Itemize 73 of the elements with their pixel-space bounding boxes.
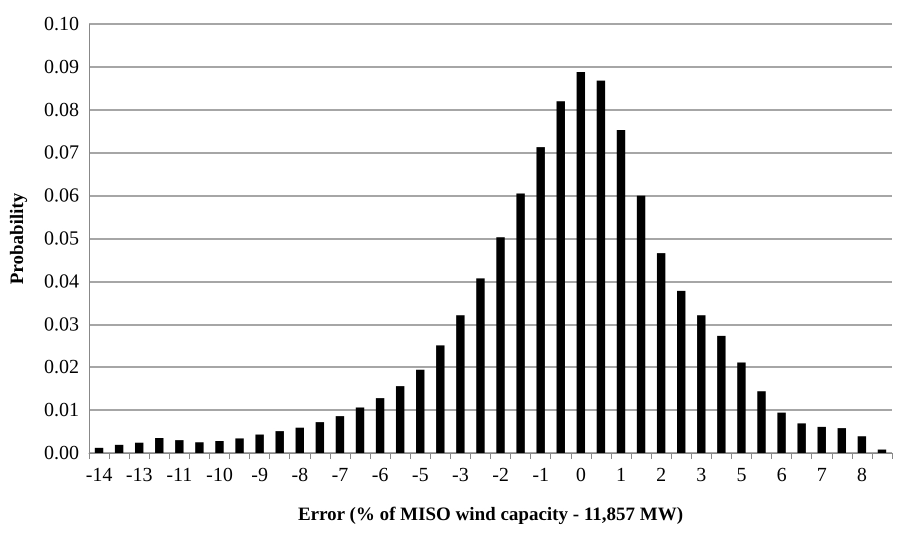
- x-tick-label: -7: [332, 464, 348, 486]
- bar: [697, 315, 706, 453]
- bar: [235, 438, 244, 453]
- y-tick-label: 0.10: [44, 13, 79, 35]
- bar: [456, 315, 465, 453]
- x-tick-label: 5: [736, 464, 746, 486]
- bar: [556, 101, 565, 453]
- bar: [536, 147, 545, 453]
- bar: [717, 336, 726, 453]
- x-tick-label: 1: [616, 464, 626, 486]
- bar: [496, 237, 505, 453]
- x-tick-label: -2: [492, 464, 509, 486]
- x-tick-label: -1: [532, 464, 550, 486]
- bar: [576, 72, 586, 453]
- y-tick-label: 0.08: [44, 98, 79, 121]
- y-tick-label: 0.07: [44, 142, 79, 164]
- bar: [878, 450, 886, 453]
- bar: [356, 408, 364, 453]
- y-tick-label: 0.00: [44, 442, 79, 464]
- y-tick-label: 0.03: [44, 313, 79, 336]
- x-tick-label: -10: [206, 464, 233, 486]
- bar: [516, 193, 525, 453]
- bar: [94, 448, 104, 453]
- bar: [114, 444, 124, 453]
- bar: [676, 290, 686, 453]
- x-tick-label: -5: [412, 464, 429, 486]
- bar: [436, 345, 445, 453]
- x-tick-label: -14: [86, 464, 112, 486]
- bar: [616, 130, 626, 453]
- x-tick-label: 0: [576, 464, 586, 486]
- bar: [195, 442, 204, 453]
- x-tick-label: -13: [126, 464, 153, 486]
- x-tick-label: 7: [816, 464, 827, 486]
- x-tick-label: -11: [166, 464, 192, 486]
- x-tick-label: -9: [251, 464, 268, 486]
- bar: [275, 431, 284, 453]
- bar: [656, 253, 666, 453]
- y-tick-label: 0.01: [44, 399, 79, 422]
- bar: [296, 428, 304, 453]
- bar: [336, 416, 344, 453]
- bar: [818, 426, 826, 453]
- bar: [316, 422, 324, 453]
- bar: [838, 428, 846, 453]
- y-tick-label: 0.06: [44, 184, 79, 207]
- bar: [757, 391, 766, 453]
- x-tick-label: 3: [696, 464, 706, 486]
- x-axis-title: Error (% of MISO wind capacity - 11,857 MW): [298, 504, 684, 525]
- y-tick-label: 0.09: [44, 56, 79, 78]
- bar: [596, 80, 606, 453]
- x-tick-label: 6: [776, 464, 787, 486]
- bar: [777, 412, 786, 453]
- bar: [476, 278, 485, 453]
- bar: [797, 423, 806, 453]
- bar: [175, 440, 184, 453]
- x-tick-label: -6: [372, 464, 388, 486]
- bar: [858, 436, 866, 453]
- bar: [255, 434, 264, 453]
- bar: [376, 398, 384, 453]
- y-tick-label: 0.02: [44, 356, 79, 378]
- y-axis-title: Probability: [7, 192, 28, 284]
- bar: [737, 362, 746, 453]
- bar: [155, 438, 164, 453]
- bar: [636, 196, 646, 453]
- x-tick-label: 8: [856, 464, 867, 486]
- y-tick-label: 0.04: [44, 270, 79, 292]
- bar: [134, 442, 144, 453]
- x-tick-label: -8: [291, 464, 308, 486]
- bar: [396, 386, 404, 453]
- x-tick-label: 2: [656, 464, 666, 486]
- y-tick-label: 0.05: [44, 228, 79, 250]
- x-tick-label: -3: [452, 464, 469, 486]
- bar: [215, 440, 224, 453]
- bar: [416, 370, 424, 453]
